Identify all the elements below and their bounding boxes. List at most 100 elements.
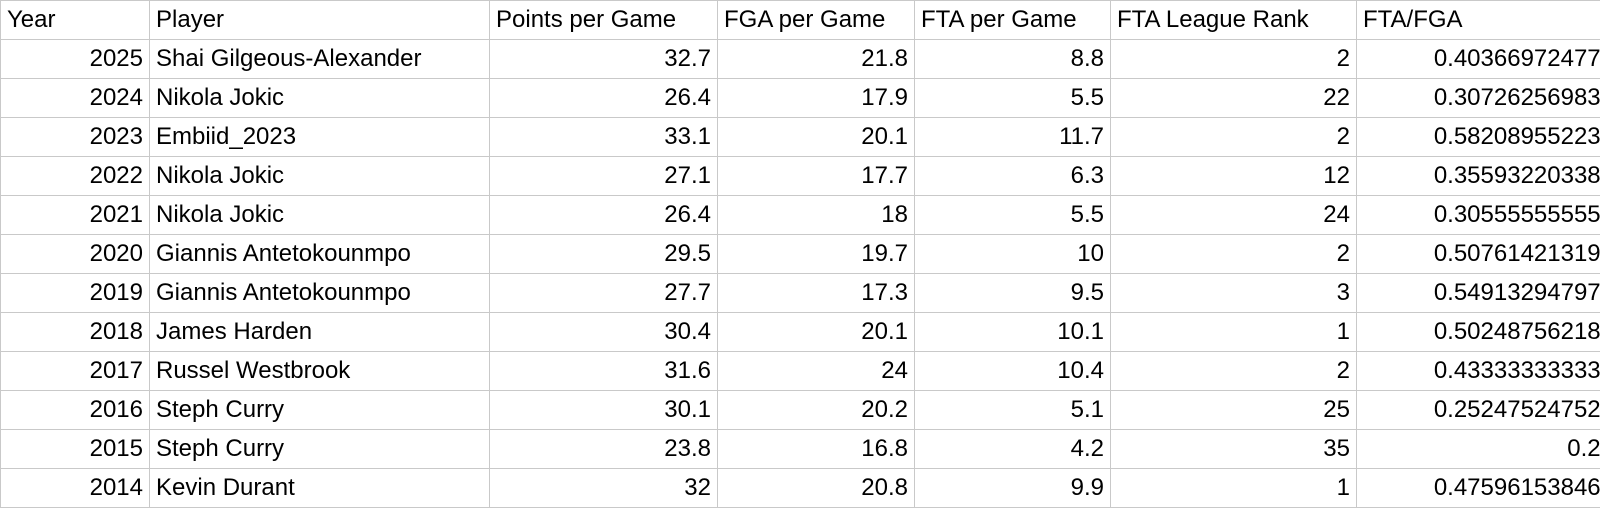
cell-player[interactable]: Nikola Jokic: [149, 195, 490, 235]
cell-year[interactable]: 2020: [0, 234, 150, 274]
header-cell-player[interactable]: Player: [149, 0, 490, 40]
cell-fta-league-rank[interactable]: 24: [1110, 195, 1357, 235]
cell-points-per-game[interactable]: 26.4: [489, 78, 718, 118]
cell-year[interactable]: 2023: [0, 117, 150, 157]
cell-fta-league-rank[interactable]: 12: [1110, 156, 1357, 196]
cell-fta-fga[interactable]: 0.433333333333: [1356, 351, 1600, 391]
cell-fta-per-game[interactable]: 9.9: [914, 468, 1111, 508]
cell-player[interactable]: Giannis Antetokounmpo: [149, 234, 490, 274]
cell-fta-per-game[interactable]: 10.4: [914, 351, 1111, 391]
cell-fta-fga[interactable]: 0.502487562189: [1356, 312, 1600, 352]
cell-fga-per-game[interactable]: 18: [717, 195, 915, 235]
header-cell-fga-per-game[interactable]: FGA per Game: [717, 0, 915, 40]
cell-fta-fga[interactable]: 0.307262569832: [1356, 78, 1600, 118]
cell-fta-per-game[interactable]: 11.7: [914, 117, 1111, 157]
cell-fta-fga[interactable]: 0.355932203389: [1356, 156, 1600, 196]
cell-fta-fga[interactable]: 0.403669724770: [1356, 39, 1600, 79]
header-cell-points-per-game[interactable]: Points per Game: [489, 0, 718, 40]
cell-year[interactable]: 2014: [0, 468, 150, 508]
cell-player[interactable]: Steph Curry: [149, 429, 490, 469]
cell-points-per-game[interactable]: 30.4: [489, 312, 718, 352]
cell-player[interactable]: Giannis Antetokounmpo: [149, 273, 490, 313]
table-row: 2017 Russel Westbrook 31.6 24 10.4 2 0.4333333…: [0, 351, 1600, 391]
cell-points-per-game[interactable]: 27.7: [489, 273, 718, 313]
cell-fta-league-rank[interactable]: 1: [1110, 468, 1357, 508]
cell-points-per-game[interactable]: 30.1: [489, 390, 718, 430]
cell-points-per-game[interactable]: 26.4: [489, 195, 718, 235]
header-row: Year Player Points per Game FGA per Game…: [0, 0, 1600, 40]
header-cell-fta-fga[interactable]: FTA/FGA: [1356, 0, 1600, 40]
cell-fta-league-rank[interactable]: 25: [1110, 390, 1357, 430]
cell-fta-per-game[interactable]: 5.5: [914, 78, 1111, 118]
cell-fta-league-rank[interactable]: 2: [1110, 234, 1357, 274]
cell-year[interactable]: 2024: [0, 78, 150, 118]
cell-fta-per-game[interactable]: 6.3: [914, 156, 1111, 196]
cell-player[interactable]: Nikola Jokic: [149, 156, 490, 196]
cell-fta-per-game[interactable]: 5.5: [914, 195, 1111, 235]
header-cell-year[interactable]: Year: [0, 0, 150, 40]
cell-points-per-game[interactable]: 29.5: [489, 234, 718, 274]
cell-fga-per-game[interactable]: 20.1: [717, 312, 915, 352]
cell-fga-per-game[interactable]: 24: [717, 351, 915, 391]
table-row: 2024 Nikola Jokic 26.4 17.9 5.5 22 0.307262569…: [0, 78, 1600, 118]
cell-year[interactable]: 2022: [0, 156, 150, 196]
cell-fta-fga[interactable]: 0.582089552238: [1356, 117, 1600, 157]
cell-fga-per-game[interactable]: 17.7: [717, 156, 915, 196]
cell-player[interactable]: Embiid_2023: [149, 117, 490, 157]
cell-fga-per-game[interactable]: 20.8: [717, 468, 915, 508]
cell-year[interactable]: 2015: [0, 429, 150, 469]
cell-points-per-game[interactable]: 27.1: [489, 156, 718, 196]
cell-points-per-game[interactable]: 31.6: [489, 351, 718, 391]
cell-year[interactable]: 2018: [0, 312, 150, 352]
cell-fga-per-game[interactable]: 20.1: [717, 117, 915, 157]
cell-fta-league-rank[interactable]: 2: [1110, 39, 1357, 79]
header-cell-fta-per-game[interactable]: FTA per Game: [914, 0, 1111, 40]
cell-points-per-game[interactable]: 32.7: [489, 39, 718, 79]
table-row: 2021 Nikola Jokic 26.4 18 5.5 24 0.30555555555…: [0, 195, 1600, 235]
cell-player[interactable]: Shai Gilgeous-Alexander: [149, 39, 490, 79]
header-cell-fta-league-rank[interactable]: FTA League Rank: [1110, 0, 1357, 40]
cell-fta-league-rank[interactable]: 2: [1110, 117, 1357, 157]
cell-fta-fga[interactable]: 0.252475247524: [1356, 390, 1600, 430]
cell-points-per-game[interactable]: 32: [489, 468, 718, 508]
cell-points-per-game[interactable]: 23.8: [489, 429, 718, 469]
cell-fta-per-game[interactable]: 9.5: [914, 273, 1111, 313]
cell-fga-per-game[interactable]: 16.8: [717, 429, 915, 469]
cell-year[interactable]: 2017: [0, 351, 150, 391]
cell-player[interactable]: Russel Westbrook: [149, 351, 490, 391]
cell-fga-per-game[interactable]: 17.9: [717, 78, 915, 118]
cell-fta-per-game[interactable]: 10: [914, 234, 1111, 274]
cell-fta-per-game[interactable]: 8.8: [914, 39, 1111, 79]
cell-fta-per-game[interactable]: 5.1: [914, 390, 1111, 430]
cell-player[interactable]: Steph Curry: [149, 390, 490, 430]
cell-player[interactable]: James Harden: [149, 312, 490, 352]
cell-fta-fga[interactable]: 0.475961538461: [1356, 468, 1600, 508]
cell-year[interactable]: 2019: [0, 273, 150, 313]
cell-year[interactable]: 2021: [0, 195, 150, 235]
cell-fta-league-rank[interactable]: 35: [1110, 429, 1357, 469]
cell-fta-league-rank[interactable]: 2: [1110, 351, 1357, 391]
cell-fta-fga[interactable]: 0.305555555555: [1356, 195, 1600, 235]
cell-fta-league-rank[interactable]: 1: [1110, 312, 1357, 352]
cell-fga-per-game[interactable]: 21.8: [717, 39, 915, 79]
cell-fta-fga[interactable]: 0.507614213197: [1356, 234, 1600, 274]
cell-fga-per-game[interactable]: 19.7: [717, 234, 915, 274]
cell-points-per-game[interactable]: 33.1: [489, 117, 718, 157]
cell-fta-fga[interactable]: 0.25: [1356, 429, 1600, 469]
cell-fga-per-game[interactable]: 17.3: [717, 273, 915, 313]
cell-fta-league-rank[interactable]: 3: [1110, 273, 1357, 313]
table-row: 2016 Steph Curry 30.1 20.2 5.1 25 0.2524752475…: [0, 390, 1600, 430]
cell-fta-league-rank[interactable]: 22: [1110, 78, 1357, 118]
table-row: 2018 James Harden 30.4 20.1 10.1 1 0.502487562…: [0, 312, 1600, 352]
cell-player[interactable]: Nikola Jokic: [149, 78, 490, 118]
cell-fta-fga[interactable]: 0.549132947976: [1356, 273, 1600, 313]
table-row: 2023 Embiid_2023 33.1 20.1 11.7 2 0.5820895522…: [0, 117, 1600, 157]
cell-player[interactable]: Kevin Durant: [149, 468, 490, 508]
table-row: 2022 Nikola Jokic 27.1 17.7 6.3 12 0.355932203…: [0, 156, 1600, 196]
cell-fta-per-game[interactable]: 4.2: [914, 429, 1111, 469]
cell-fga-per-game[interactable]: 20.2: [717, 390, 915, 430]
cell-year[interactable]: 2025: [0, 39, 150, 79]
cell-year[interactable]: 2016: [0, 390, 150, 430]
cell-fta-per-game[interactable]: 10.1: [914, 312, 1111, 352]
